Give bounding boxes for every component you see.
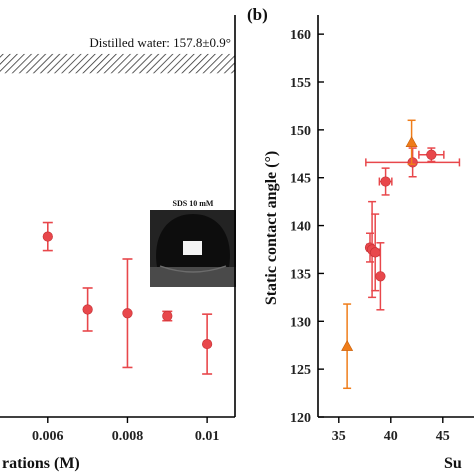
data-point — [42, 231, 53, 242]
x-tick-label: 0.01 — [195, 429, 220, 444]
y-tick-label: 160 — [290, 28, 311, 43]
y-tick-label: 155 — [290, 76, 311, 91]
x-tick-label: 0.006 — [32, 429, 64, 444]
panel-b-x-ticks: 35 40 45 — [332, 417, 450, 444]
panel-b-x-axis-title: Su — [444, 455, 462, 472]
data-point-triangle — [341, 340, 354, 351]
data-point — [380, 176, 391, 187]
data-point — [426, 149, 437, 160]
y-tick-label: 150 — [290, 124, 311, 139]
y-tick-label: 120 — [290, 411, 311, 426]
y-tick-label: 125 — [290, 363, 311, 378]
droplet-reflection — [159, 265, 227, 273]
x-tick-label: 45 — [436, 429, 450, 444]
data-point-triangle — [405, 136, 418, 147]
panel-b-y-ticks: 120 125 130 135 140 145 150 155 160 — [290, 28, 324, 426]
droplet-inset: SDS 10 mM — [150, 195, 236, 287]
panel-b: (b) 120 125 130 135 140 145 150 155 160 35 40 45 S… — [247, 5, 474, 472]
y-tick-label: 130 — [290, 315, 311, 330]
data-point — [82, 304, 93, 315]
x-tick-label: 0.008 — [112, 429, 144, 444]
inset-substrate — [150, 267, 236, 287]
y-tick-label: 135 — [290, 267, 311, 282]
data-point — [162, 310, 173, 322]
data-point — [202, 338, 213, 350]
y-tick-label: 145 — [290, 172, 311, 187]
data-point — [375, 271, 386, 282]
droplet-highlight — [183, 241, 202, 255]
data-point — [122, 308, 133, 319]
y-tick-label: 140 — [290, 220, 311, 235]
inset-label: SDS 10 mM — [173, 199, 214, 208]
panel-a-x-ticks: 0.006 0.008 0.01 — [32, 417, 219, 444]
data-point — [370, 247, 381, 258]
panel-a-x-axis-title: rations (M) — [2, 455, 80, 472]
reference-band — [0, 53, 235, 74]
x-tick-label: 35 — [332, 429, 346, 444]
panel-b-y-axis-title: Static contact angle (°) — [263, 151, 280, 305]
panel-b-label: (b) — [247, 5, 268, 24]
panel-b-data — [341, 119, 461, 390]
reference-annotation: Distilled water: 157.8±0.9° — [89, 35, 231, 50]
data-point — [407, 157, 418, 168]
panel-a-data — [42, 221, 213, 375]
panel-a: Distilled water: 157.8±0.9° SDS 10 mM 0.… — [0, 15, 236, 472]
droplet-shape — [156, 214, 230, 267]
x-tick-label: 40 — [384, 429, 398, 444]
